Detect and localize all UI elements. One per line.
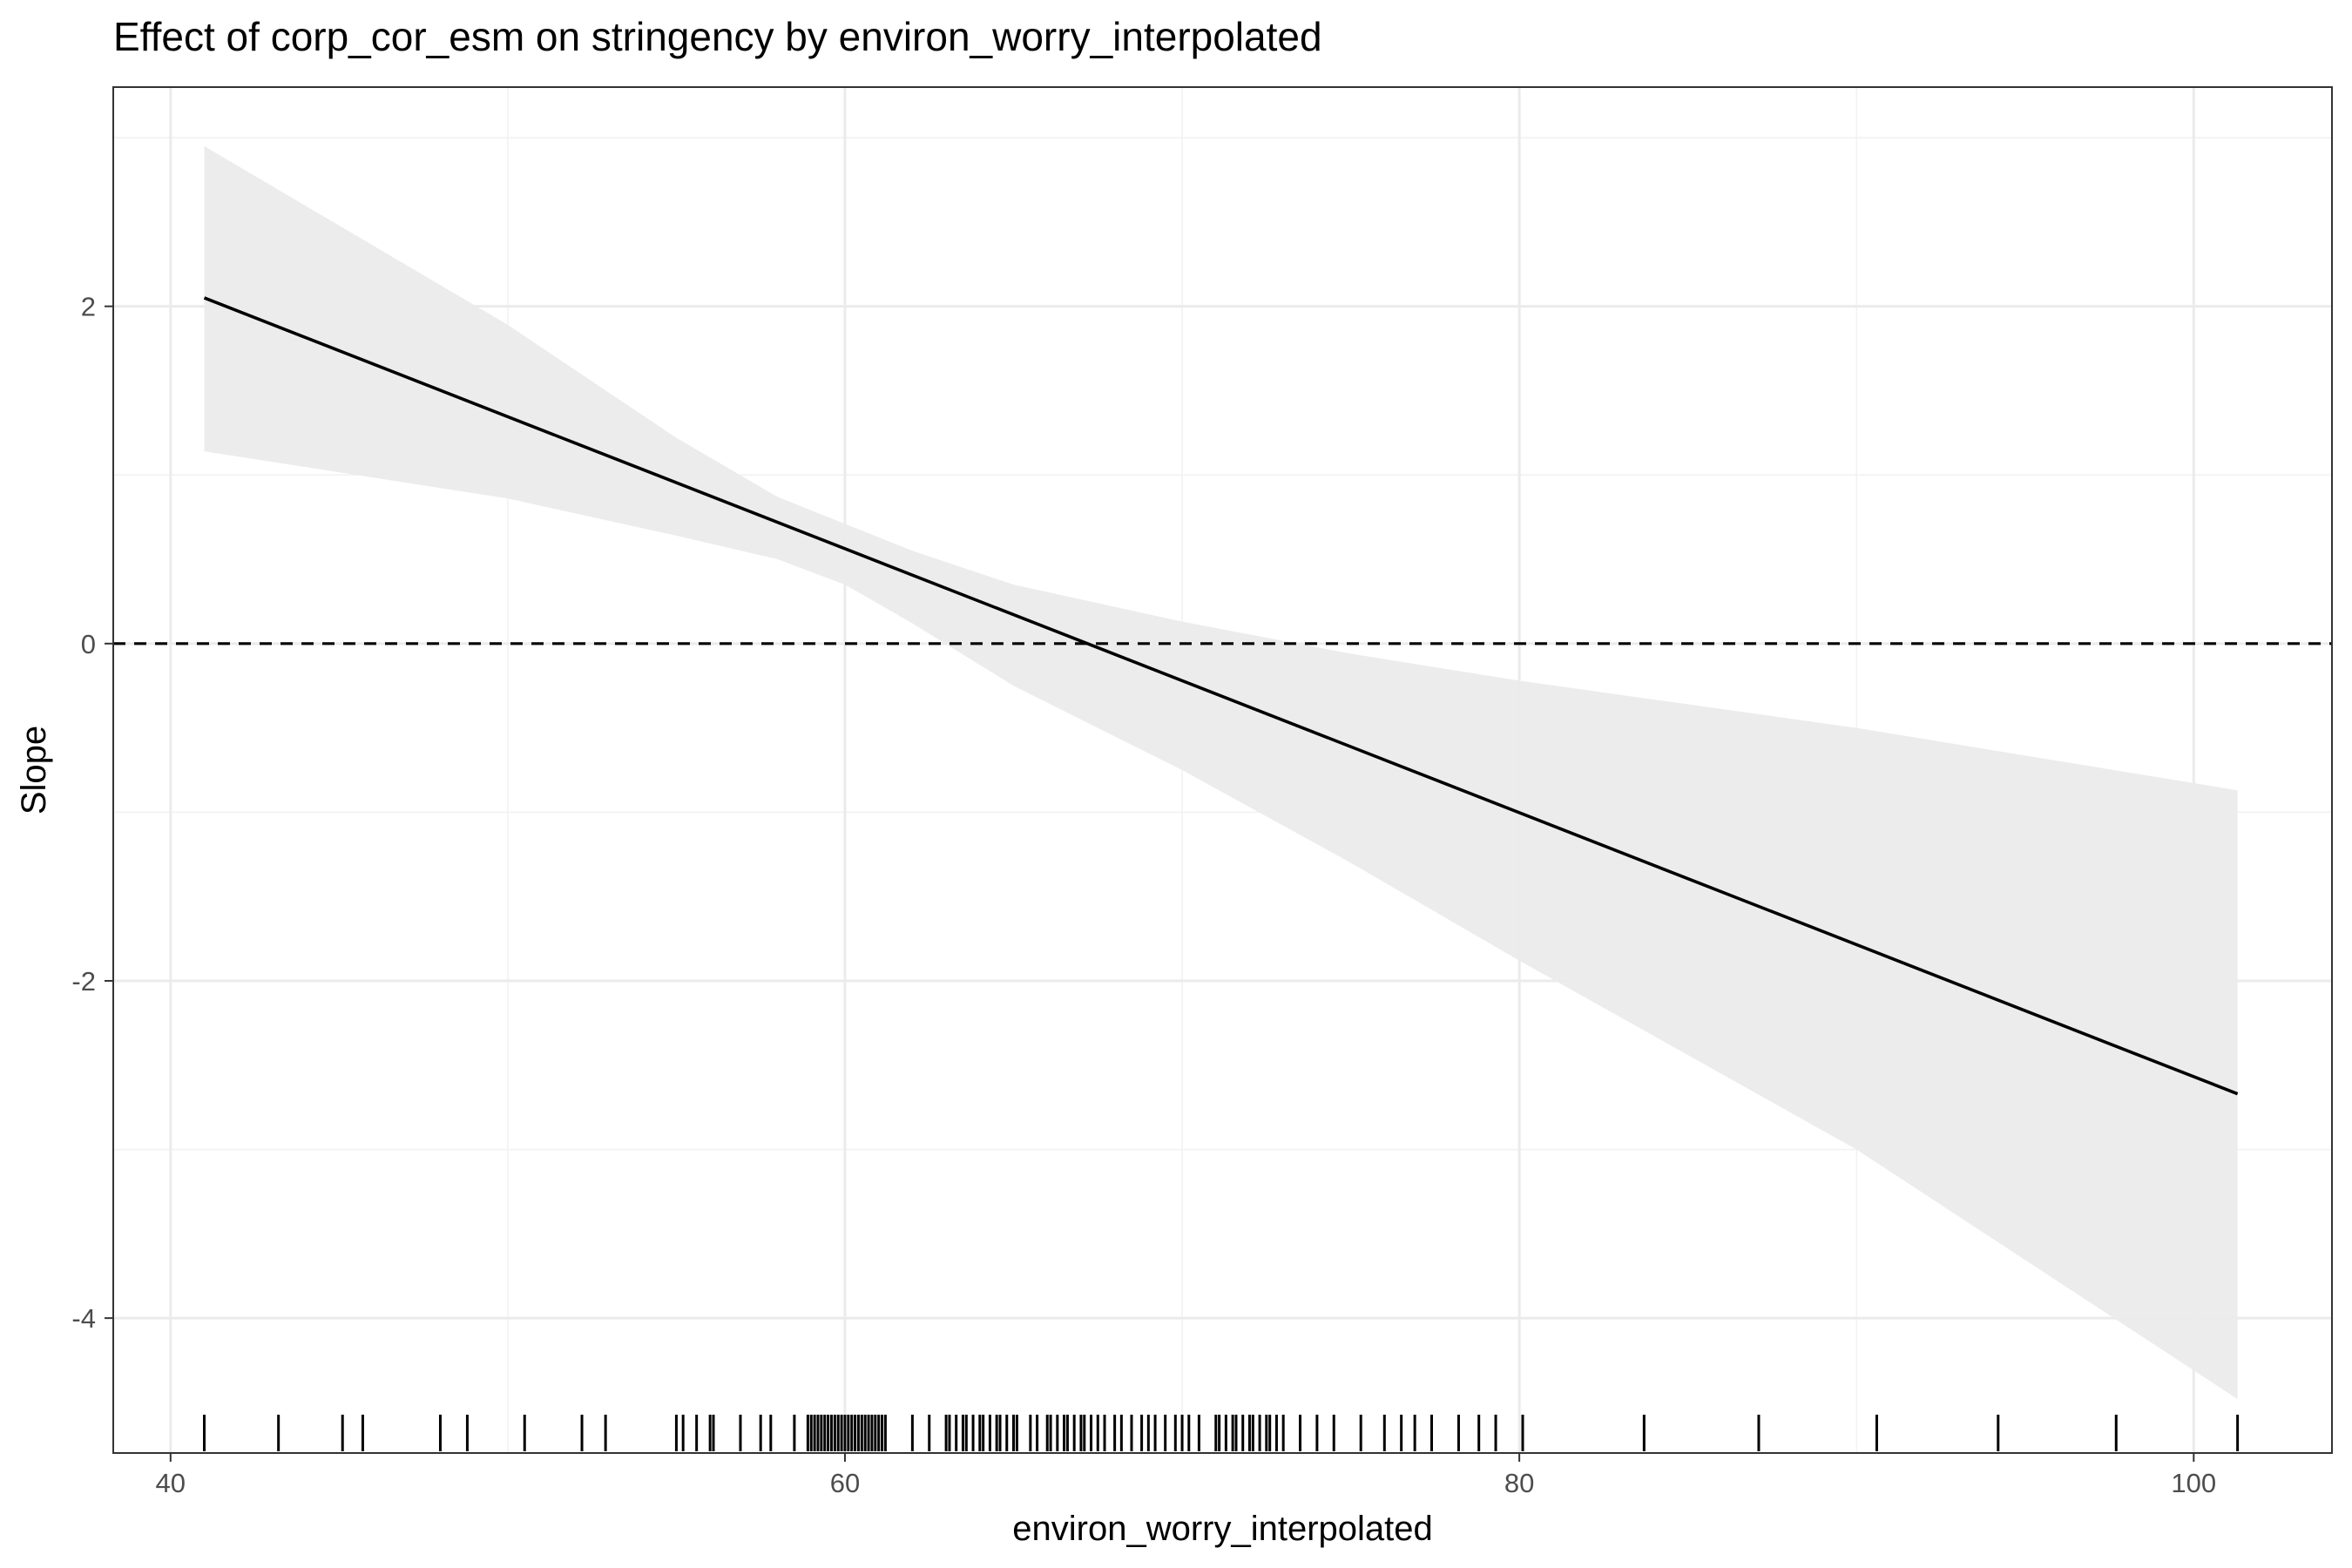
x-tick-label: 40 — [156, 1468, 186, 1498]
x-axis: 40 60 80 100 — [156, 1453, 2216, 1498]
y-tick-label: -2 — [71, 966, 96, 997]
y-tick-label: -4 — [71, 1303, 96, 1334]
y-tick-label: 2 — [81, 292, 96, 322]
confidence-band — [204, 145, 2238, 1400]
x-axis-title: environ_worry_interpolated — [1012, 1510, 1433, 1548]
chart-title: Effect of corp_cor_esm on stringency by … — [113, 14, 1322, 59]
x-tick-label: 60 — [830, 1468, 860, 1498]
plot-panel-border — [112, 86, 2333, 1454]
y-axis-title: Slope — [15, 726, 53, 814]
y-axis: -4 -2 0 2 — [71, 292, 113, 1334]
y-tick-label: 0 — [81, 629, 96, 659]
x-tick-label: 80 — [1504, 1468, 1534, 1498]
major-gridlines — [113, 87, 2332, 1453]
slope-line — [203, 296, 2239, 1096]
rug-marks — [203, 1415, 2240, 1451]
x-tick-label: 100 — [2171, 1468, 2216, 1498]
